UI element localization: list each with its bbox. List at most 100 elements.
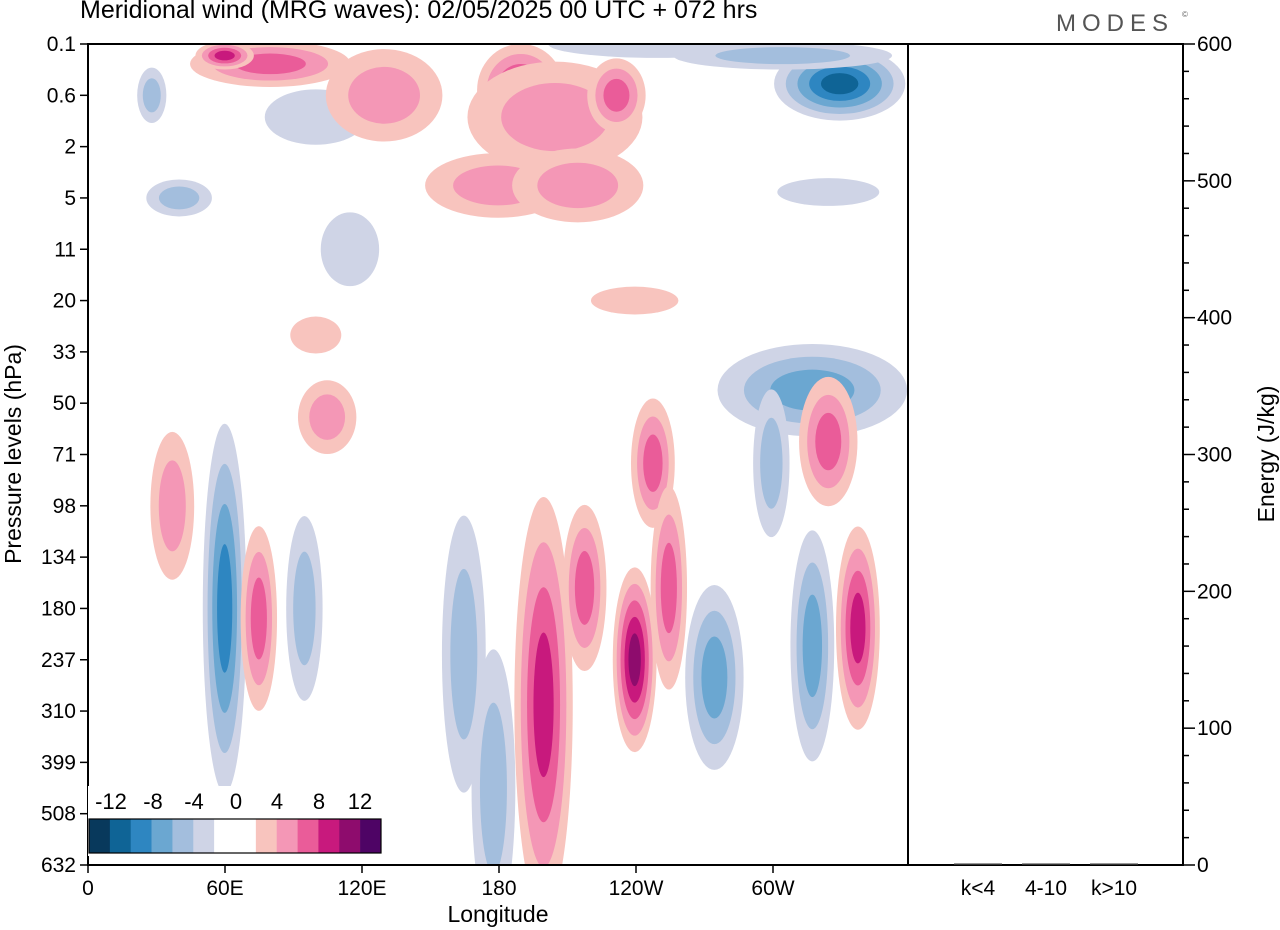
y-tick-label: 0.6 <box>47 84 76 107</box>
energy-category-label: k>10 <box>1091 877 1137 900</box>
colorbar-swatch <box>193 819 215 853</box>
wind-anomaly-region <box>790 530 835 762</box>
contour-band <box>660 542 677 634</box>
energy-tick-label: 200 <box>1197 580 1232 603</box>
y-tick-label: 11 <box>54 238 76 261</box>
x-tick-label: 120E <box>337 877 386 900</box>
energy-bar <box>1022 863 1070 865</box>
colorbar-label: 8 <box>313 789 325 814</box>
y-tick-label: 399 <box>41 751 76 774</box>
colorbar-swatch <box>360 819 382 853</box>
colorbar-swatch <box>297 819 319 853</box>
x-tick-label: 120W <box>609 877 664 900</box>
wind-anomaly-region <box>297 380 357 455</box>
wind-anomaly-region <box>562 504 607 672</box>
contour-band <box>537 162 619 209</box>
colorbar-swatch <box>235 819 257 853</box>
wind-anomaly-region <box>202 423 247 794</box>
y-tick-label: 632 <box>41 854 76 877</box>
contour-band <box>250 577 267 660</box>
energy-tick-label: 0 <box>1197 854 1209 877</box>
contour-band <box>802 594 823 698</box>
energy-category-label: 4-10 <box>1025 877 1067 900</box>
colorbar-label: 0 <box>230 789 242 814</box>
wind-anomaly-region <box>320 212 380 287</box>
contour-band <box>214 50 235 61</box>
wind-anomaly-region <box>512 148 644 223</box>
wind-anomaly-region <box>799 376 858 507</box>
wind-anomaly-region <box>150 431 195 580</box>
contour-band <box>450 568 478 740</box>
y-tick-label: 0.1 <box>47 33 76 56</box>
x-tick-label: 180 <box>481 877 516 900</box>
colorbar-swatch <box>109 819 132 853</box>
contour-band <box>217 544 233 673</box>
energy-category-label: k<4 <box>961 877 996 900</box>
contour-band <box>820 73 859 95</box>
brand-logo: MODES <box>1056 10 1175 37</box>
contour-band <box>574 551 595 625</box>
brand-mark: © <box>1182 10 1188 19</box>
colorbar-swatch <box>172 819 194 853</box>
contour-band <box>348 66 421 124</box>
wind-anomaly-region <box>835 526 880 730</box>
contour-band <box>158 460 186 552</box>
wind-anomaly-region <box>590 286 679 315</box>
energy-tick-label: 300 <box>1197 444 1232 467</box>
wind-anomaly-region <box>753 389 790 538</box>
energy-tick-label: 500 <box>1197 170 1232 193</box>
wind-anomaly-region <box>514 497 573 865</box>
contour-band <box>142 78 161 113</box>
contour-band <box>643 434 663 492</box>
y-tick-label: 134 <box>41 546 76 569</box>
colorbar-swatch <box>255 819 278 853</box>
wind-anomaly-region <box>777 178 880 206</box>
wind-anomaly-region <box>137 67 167 124</box>
wind-anomaly-region <box>685 585 744 770</box>
colorbar-label: 12 <box>348 789 372 814</box>
y-tick-label: 33 <box>53 341 76 364</box>
wind-anomaly-region <box>286 516 323 701</box>
colorbar-label: -4 <box>184 789 204 814</box>
y-tick-label: 310 <box>41 700 76 723</box>
heatmap-field <box>137 44 908 865</box>
colorbar-swatch <box>130 819 152 853</box>
y-tick-label: 50 <box>53 392 76 415</box>
x-tick-label: 0 <box>82 877 94 900</box>
colorbar-swatch <box>318 819 340 853</box>
contour-band <box>479 702 507 865</box>
contour-band <box>815 412 842 471</box>
x-axis-title: Longitude <box>447 901 548 927</box>
contour-band <box>760 417 783 509</box>
energy-tick-label: 600 <box>1197 33 1232 56</box>
wind-anomaly-region <box>240 526 278 711</box>
y-tick-label: 2 <box>64 136 76 159</box>
x-tick-label: 60E <box>206 877 243 900</box>
contour-band <box>777 178 880 206</box>
colorbar-label: 4 <box>271 789 283 814</box>
colorbar-label: -12 <box>95 789 127 814</box>
colorbar-swatch <box>214 819 236 853</box>
contour-band <box>293 551 316 666</box>
contour-band <box>850 592 866 664</box>
contour-band <box>701 636 728 719</box>
colorbar-swatch <box>276 819 298 853</box>
wind-anomaly-region <box>290 316 342 354</box>
y-axis-title: Pressure levels (hPa) <box>0 344 26 564</box>
colorbar-label: -8 <box>143 789 163 814</box>
contour-band <box>320 212 380 287</box>
y-tick-label: 71 <box>53 444 76 467</box>
energy-bar <box>1090 863 1138 865</box>
colorbar-frame <box>88 818 382 854</box>
colorbar: -12 -8 -4 0 4 8 12 <box>88 786 382 856</box>
contour-band <box>290 316 342 354</box>
chart-title: Meridional wind (MRG waves): 02/05/2025 … <box>80 0 758 24</box>
contour-band <box>628 633 641 687</box>
colorbar-swatch <box>151 819 173 853</box>
contour-band <box>501 82 609 152</box>
energy-bar <box>954 863 1002 865</box>
wind-anomaly-region <box>587 58 646 133</box>
colorbar-swatch <box>339 819 361 853</box>
contour-band <box>533 632 554 778</box>
